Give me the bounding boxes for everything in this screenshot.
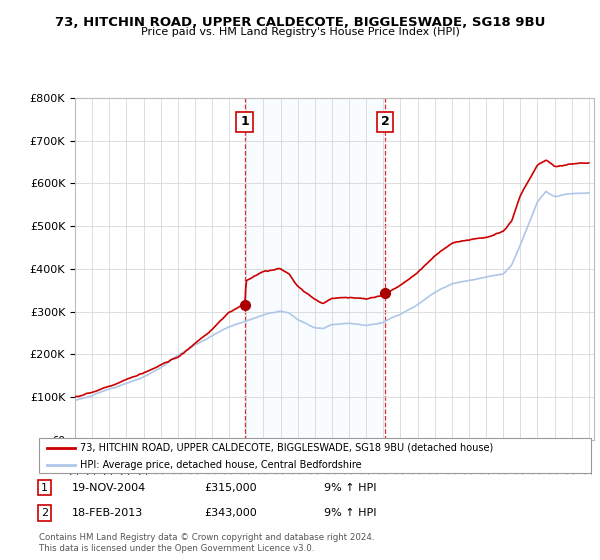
Text: 19-NOV-2004: 19-NOV-2004 [72, 483, 146, 493]
FancyBboxPatch shape [39, 438, 591, 473]
Text: 9% ↑ HPI: 9% ↑ HPI [324, 508, 377, 518]
Text: 73, HITCHIN ROAD, UPPER CALDECOTE, BIGGLESWADE, SG18 9BU: 73, HITCHIN ROAD, UPPER CALDECOTE, BIGGL… [55, 16, 545, 29]
Bar [245, 98, 385, 440]
Text: 18-FEB-2013: 18-FEB-2013 [72, 508, 143, 518]
Text: Contains HM Land Registry data © Crown copyright and database right 2024.
This d: Contains HM Land Registry data © Crown c… [39, 533, 374, 553]
Text: 1: 1 [41, 483, 48, 493]
Text: Price paid vs. HM Land Registry's House Price Index (HPI): Price paid vs. HM Land Registry's House … [140, 27, 460, 37]
Text: 2: 2 [41, 508, 48, 518]
Text: £343,000: £343,000 [204, 508, 257, 518]
Text: 73, HITCHIN ROAD, UPPER CALDECOTE, BIGGLESWADE, SG18 9BU (detached house): 73, HITCHIN ROAD, UPPER CALDECOTE, BIGGL… [80, 443, 494, 453]
Text: HPI: Average price, detached house, Central Bedfordshire: HPI: Average price, detached house, Cent… [80, 460, 362, 469]
Text: £315,000: £315,000 [204, 483, 257, 493]
Text: 9% ↑ HPI: 9% ↑ HPI [324, 483, 377, 493]
Text: 2: 2 [380, 115, 389, 128]
Text: 1: 1 [240, 115, 249, 128]
